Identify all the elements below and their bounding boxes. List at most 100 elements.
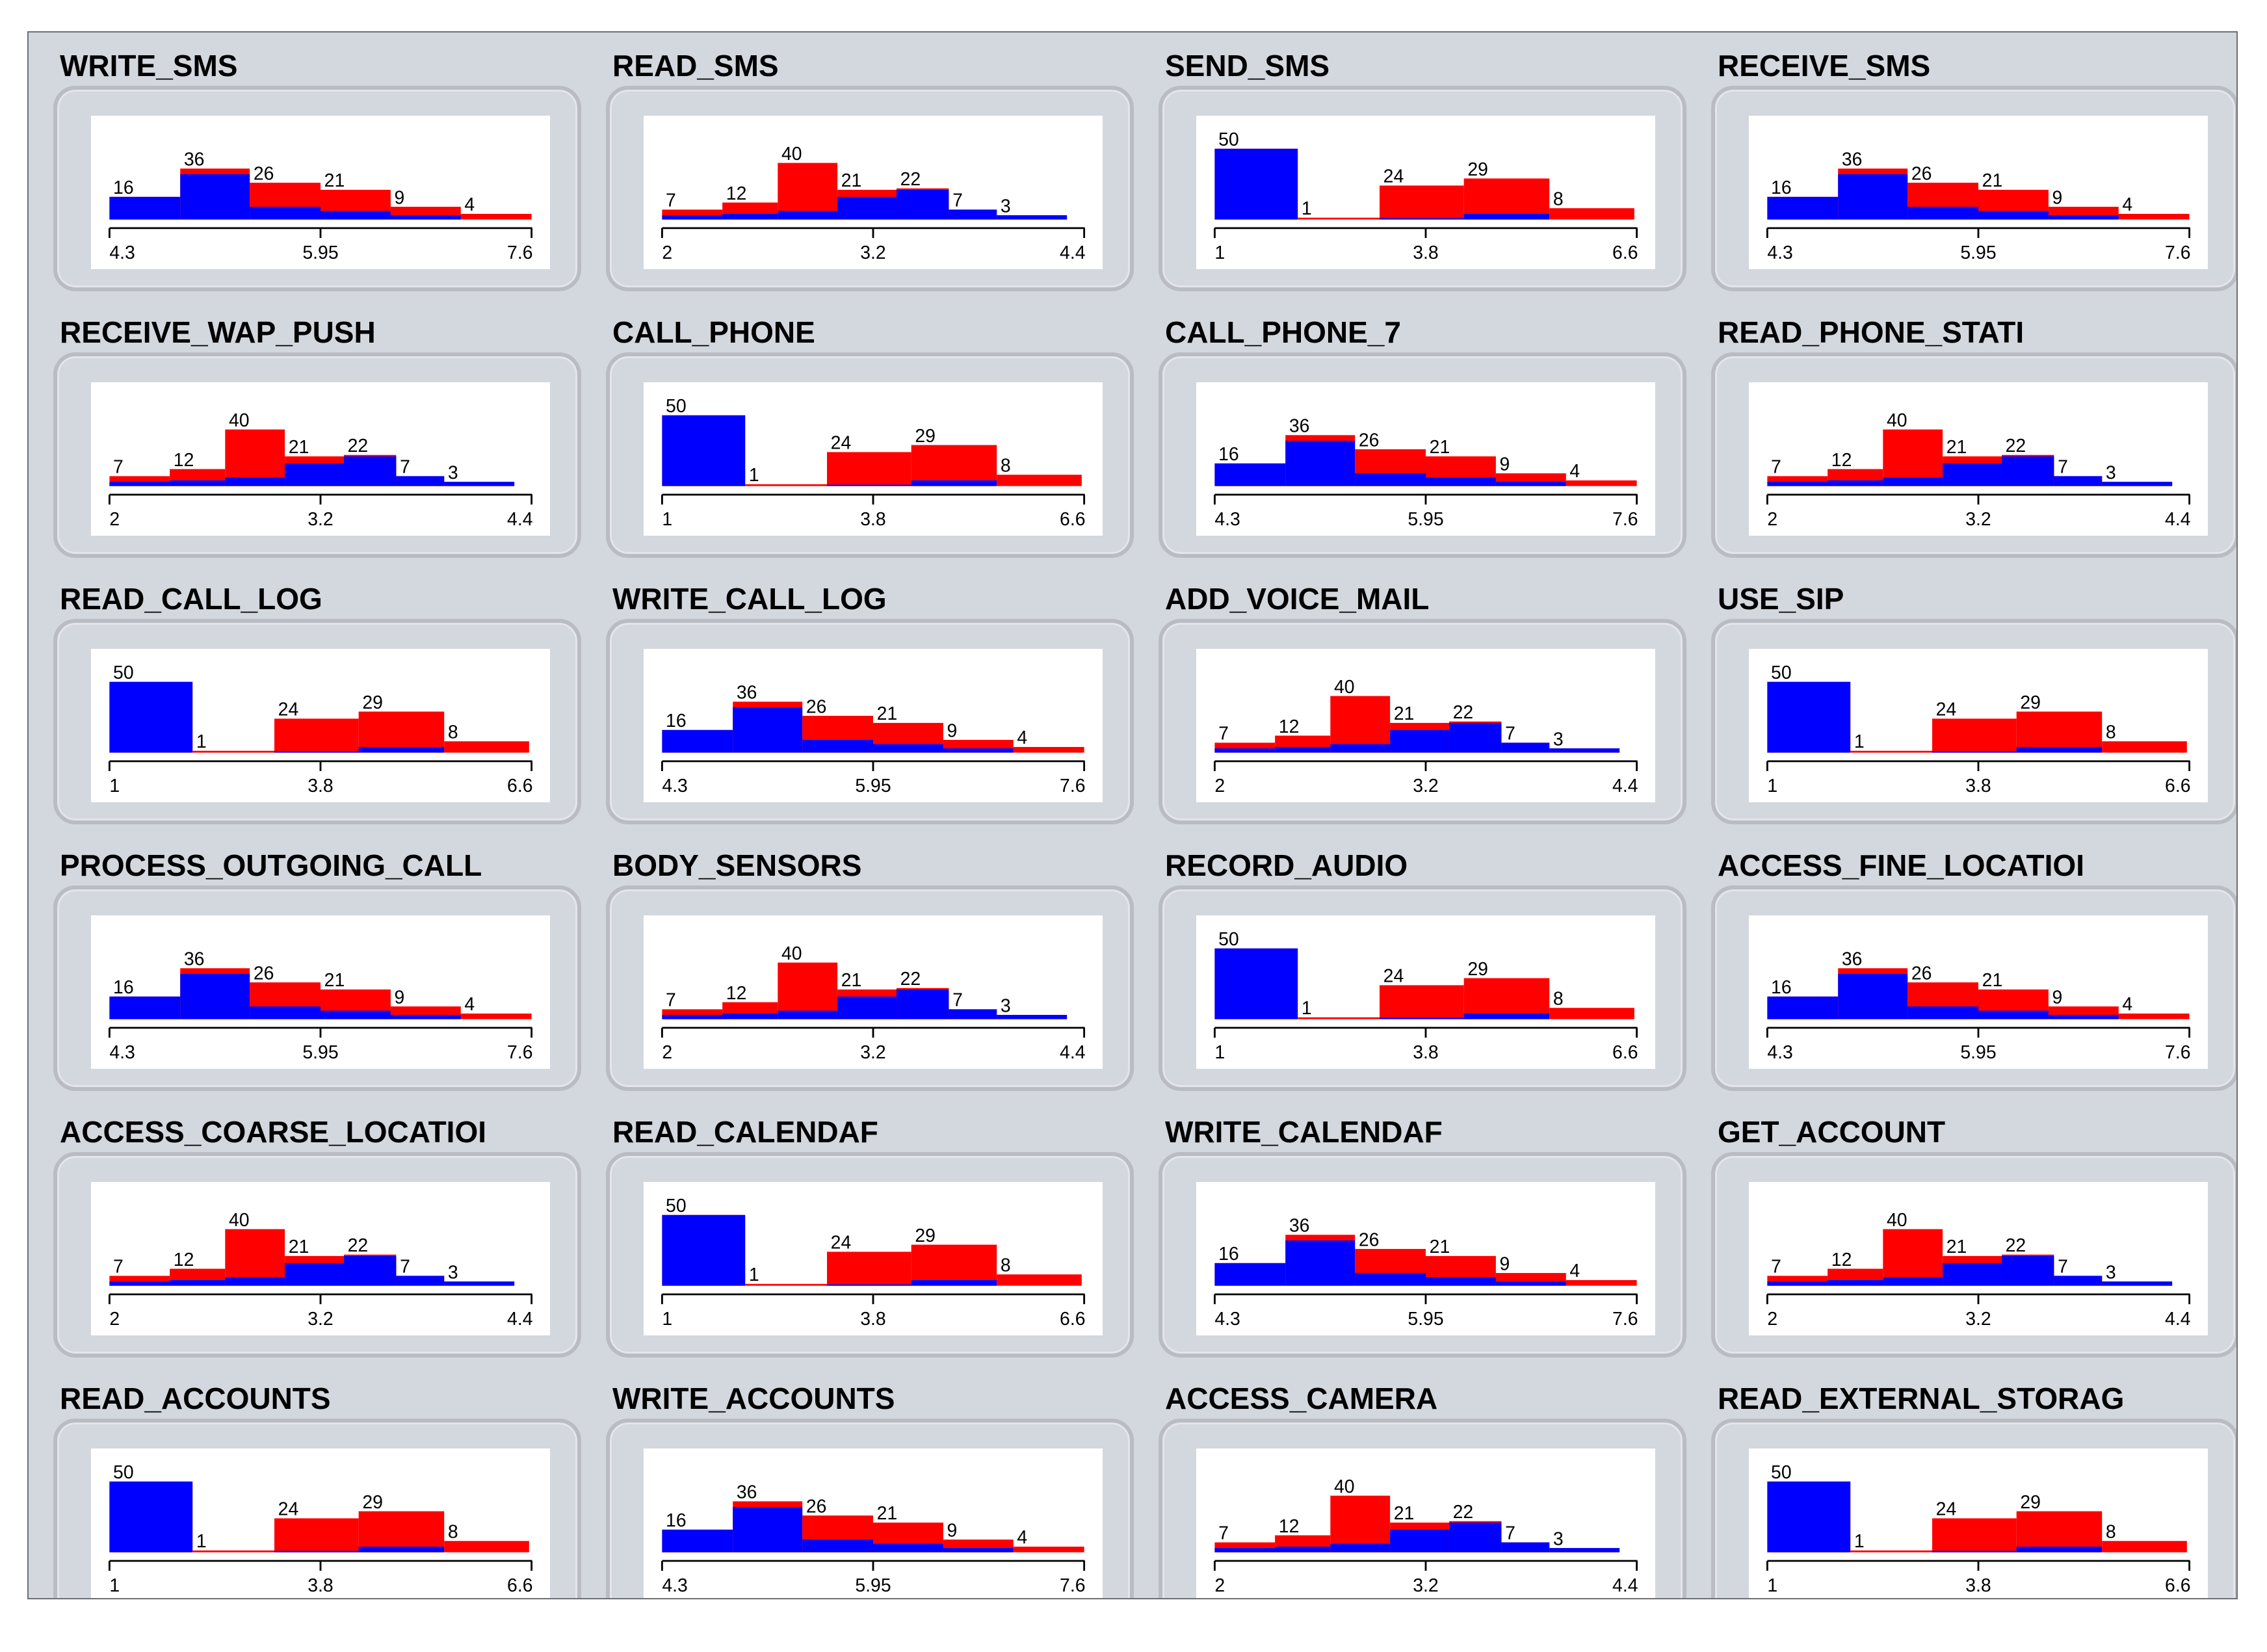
- bar-blue: [1275, 1546, 1331, 1553]
- bar-red: [1330, 696, 1391, 753]
- bin-count-label: 50: [1218, 929, 1239, 950]
- chart-frame: 16 36 26 21 9 4 4.3 5.95 7.6: [606, 619, 1134, 824]
- bin-count-label: 4: [464, 194, 475, 215]
- chart-title: READ_ACCOUNTS: [60, 1382, 331, 1415]
- bin-count-label: 8: [1001, 455, 1011, 476]
- bin-count-label: 40: [229, 1210, 250, 1231]
- bar-blue: [274, 751, 359, 753]
- plot-area: 16 36 26 21 9 4 4.3 5.95 7.6: [91, 915, 550, 1069]
- bar-blue: [827, 484, 911, 486]
- x-tick-label: 4.4: [1612, 1575, 1638, 1596]
- bin-count-label: 9: [947, 720, 958, 741]
- plot-area: 7 12 40 21 22 7 3 2 3.2 4.4: [1196, 1449, 1655, 1598]
- histogram-svg: 50 1 24 29 8 1 3.8 6.6: [108, 662, 533, 796]
- x-tick-label: 7.6: [1060, 1575, 1085, 1596]
- x-tick-label: 3.2: [860, 243, 885, 263]
- histogram-svg: 7 12 40 21 22 7 3 2 3.2 4.4: [108, 410, 533, 530]
- histogram-svg: 16 36 26 21 9 4 4.3 5.95 7.6: [108, 949, 533, 1063]
- histogram-card: RECEIVE_WAP_PUSH 7 12 40 21 22 7 3 2 3.2 4.4: [29, 299, 581, 566]
- bin-count-label: 1: [1854, 731, 1865, 752]
- bin-count-label: 7: [400, 1257, 410, 1278]
- bar-red: [1463, 178, 1550, 220]
- bin-count-label: 9: [395, 187, 405, 208]
- plot-area: 16 36 26 21 9 4 4.3 5.95 7.6: [1196, 1182, 1655, 1335]
- bin-count-label: 7: [400, 457, 410, 478]
- bar-blue: [444, 1281, 515, 1286]
- histogram-card: RECORD_AUDIO 50 1 24 29 8 1 3.8 6.6: [1134, 832, 1686, 1099]
- histogram-svg: 7 12 40 21 22 7 3 2 3.2 4.4: [1766, 1210, 2191, 1330]
- bin-count-label: 4: [1017, 728, 1027, 748]
- bar-blue: [722, 213, 778, 220]
- bar-blue: [662, 729, 733, 753]
- chart-title: SEND_SMS: [1165, 49, 1330, 83]
- bar-blue: [837, 196, 897, 220]
- bin-count-label: 29: [915, 426, 936, 447]
- x-tick-label: 1: [1767, 1575, 1777, 1596]
- bar-blue: [1549, 748, 1620, 753]
- x-tick-label: 1: [109, 1575, 120, 1596]
- x-tick-label: 3.8: [308, 1575, 333, 1596]
- bar-blue: [662, 1015, 723, 1019]
- chart-title: RECEIVE_SMS: [1718, 49, 1931, 83]
- histogram-svg: 50 1 24 29 8 1 3.8 6.6: [661, 1196, 1086, 1330]
- bin-count-label: 12: [1279, 1516, 1300, 1537]
- bar-blue: [949, 1009, 997, 1019]
- bin-count-label: 12: [1831, 450, 1852, 471]
- bar-blue: [1285, 1240, 1356, 1286]
- x-tick-label: 6.6: [1612, 1042, 1638, 1063]
- x-tick-label: 3.2: [1965, 509, 1991, 530]
- x-tick-label: 1: [1767, 776, 1777, 796]
- bin-count-label: 16: [666, 1510, 687, 1531]
- bin-count-label: 40: [229, 410, 250, 431]
- histogram-svg: 16 36 26 21 9 4 4.3 5.95 7.6: [661, 683, 1086, 796]
- bin-count-label: 40: [781, 144, 802, 164]
- bar-blue: [837, 996, 897, 1019]
- chart-title: BODY_SENSORS: [612, 848, 862, 882]
- chart-frame: 16 36 26 21 9 4 4.3 5.95 7.6: [1159, 352, 1686, 558]
- chart-frame: 50 1 24 29 8 1 3.8 6.6: [53, 1419, 581, 1598]
- x-tick-label: 6.6: [2165, 776, 2190, 796]
- chart-frame: 50 1 24 29 8 1 3.8 6.6: [606, 352, 1134, 558]
- bin-count-label: 12: [174, 1250, 194, 1270]
- x-tick-label: 3.8: [860, 1309, 885, 1330]
- bar-blue: [2102, 1281, 2173, 1286]
- bar-blue: [662, 215, 723, 220]
- x-tick-label: 4.3: [1214, 1309, 1240, 1330]
- bin-count-label: 1: [196, 731, 207, 752]
- bin-count-label: 22: [900, 969, 921, 990]
- bin-count-label: 50: [666, 396, 687, 417]
- bin-count-label: 3: [448, 1262, 458, 1283]
- x-tick-label: 4.4: [1060, 243, 1085, 263]
- x-tick-label: 6.6: [2165, 1575, 2190, 1596]
- bar-blue: [2016, 1546, 2103, 1553]
- bin-count-label: 24: [278, 700, 299, 720]
- bin-count-label: 21: [877, 1503, 898, 1524]
- x-tick-label: 4.3: [662, 776, 687, 796]
- bin-count-label: 26: [1911, 163, 1932, 184]
- histogram-card: READ_SMS 7 12 40 21 22 7 3 2 3.2 4.4: [581, 33, 1134, 299]
- bin-count-label: 40: [1334, 1476, 1355, 1497]
- bar-blue: [997, 1015, 1068, 1019]
- bar-blue: [2048, 215, 2119, 220]
- bar-blue: [873, 1543, 943, 1553]
- bin-count-label: 8: [1553, 189, 1564, 209]
- bin-count-label: 7: [1505, 1523, 1515, 1544]
- bar-red: [2102, 1541, 2187, 1553]
- bin-count-label: 29: [915, 1226, 936, 1246]
- bar-blue: [1214, 1548, 1276, 1553]
- x-tick-label: 5.95: [302, 243, 338, 263]
- x-tick-label: 3.2: [308, 509, 333, 530]
- histogram-svg: 7 12 40 21 22 7 3 2 3.2 4.4: [661, 144, 1086, 263]
- x-tick-label: 2: [662, 243, 672, 263]
- chart-title: WRITE_ACCOUNTS: [612, 1382, 895, 1415]
- bin-count-label: 1: [749, 465, 759, 486]
- x-tick-label: 4.4: [507, 1309, 532, 1330]
- x-tick-label: 4.3: [109, 1042, 135, 1063]
- chart-frame: 16 36 26 21 9 4 4.3 5.95 7.6: [53, 86, 581, 291]
- bin-count-label: 9: [395, 987, 405, 1008]
- bin-count-label: 3: [1001, 995, 1011, 1016]
- chart-frame: 50 1 24 29 8 1 3.8 6.6: [1711, 619, 2236, 824]
- bin-count-label: 21: [841, 970, 862, 991]
- bar-red: [192, 750, 275, 753]
- histogram-svg: 16 36 26 21 9 4 4.3 5.95 7.6: [661, 1482, 1086, 1596]
